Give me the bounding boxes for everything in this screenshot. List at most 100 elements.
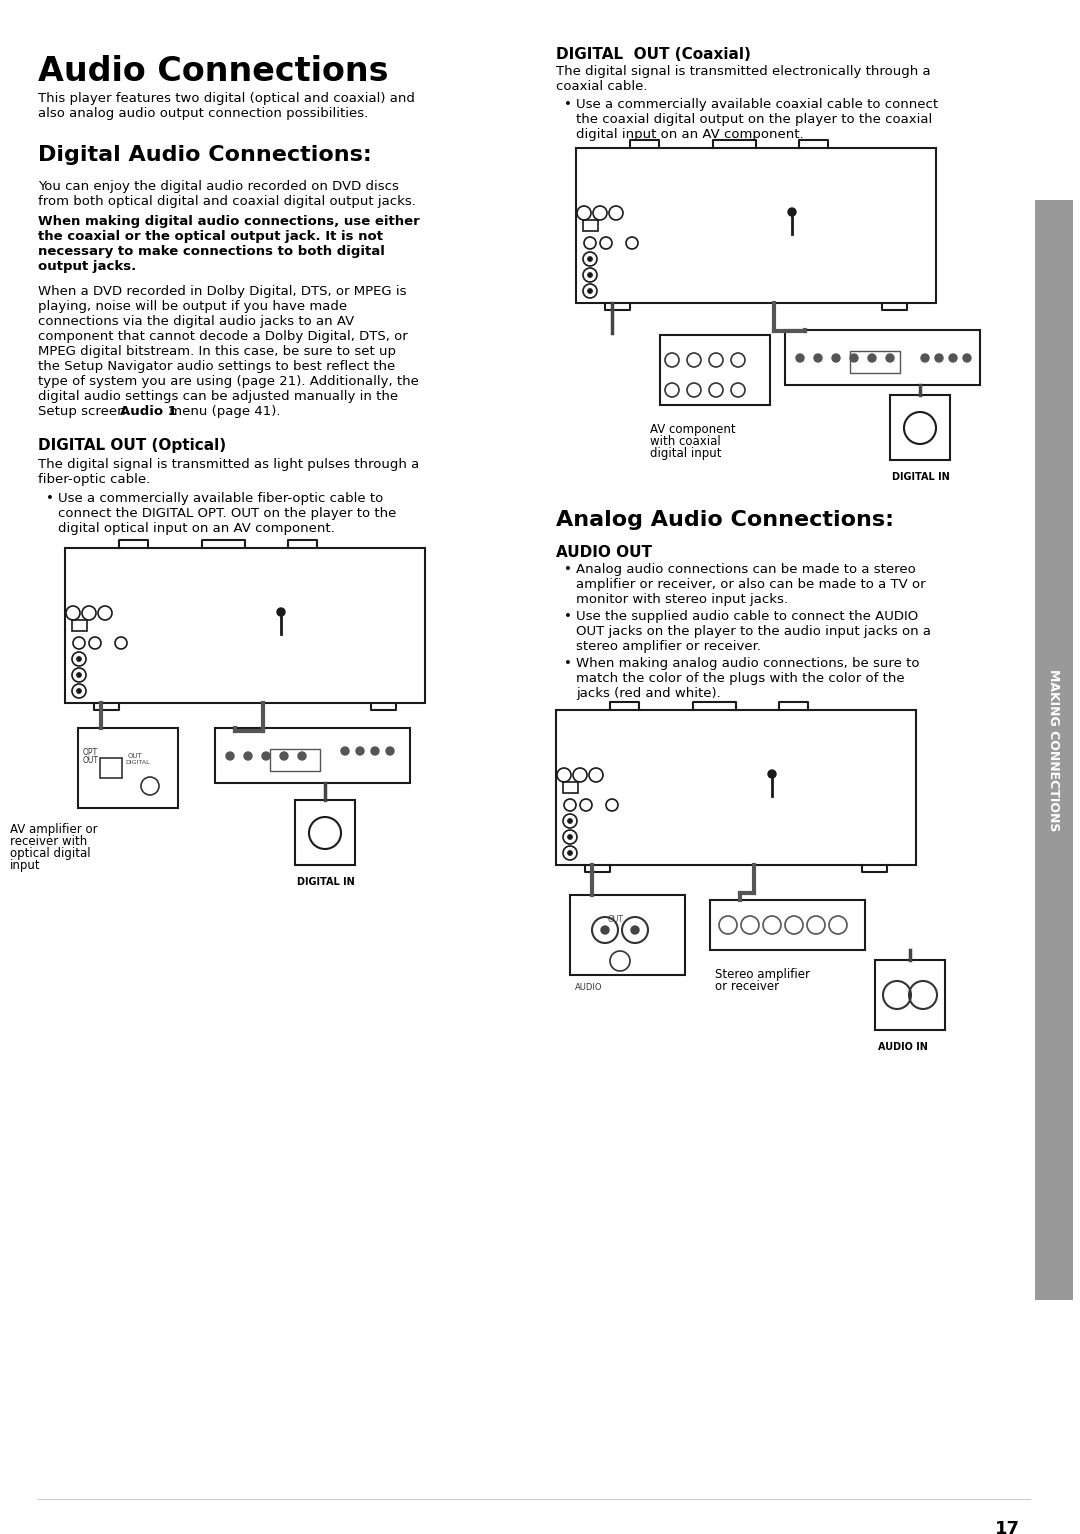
- Bar: [563, 782, 578, 793]
- Bar: [270, 749, 320, 772]
- Text: •: •: [46, 492, 54, 505]
- Text: Analog Audio Connections:: Analog Audio Connections:: [556, 509, 894, 531]
- Circle shape: [77, 657, 81, 661]
- Text: AUDIO IN: AUDIO IN: [878, 1042, 928, 1052]
- Text: Audio 1: Audio 1: [120, 405, 177, 417]
- Circle shape: [567, 834, 572, 839]
- Circle shape: [796, 354, 804, 362]
- Text: The digital signal is transmitted electronically through a: The digital signal is transmitted electr…: [556, 64, 931, 78]
- Text: You can enjoy the digital audio recorded on DVD discs: You can enjoy the digital audio recorded…: [38, 179, 399, 193]
- Text: the coaxial digital output on the player to the coaxial: the coaxial digital output on the player…: [576, 114, 932, 126]
- Text: stereo amplifier or receiver.: stereo amplifier or receiver.: [576, 640, 761, 653]
- Circle shape: [814, 354, 822, 362]
- Text: AUDIO OUT: AUDIO OUT: [556, 545, 652, 560]
- Bar: [295, 801, 355, 865]
- Text: digital input on an AV component.: digital input on an AV component.: [576, 127, 804, 141]
- Text: from both optical digital and coaxial digital output jacks.: from both optical digital and coaxial di…: [38, 195, 416, 209]
- Text: necessary to make connections to both digital: necessary to make connections to both di…: [38, 245, 384, 258]
- Circle shape: [832, 354, 840, 362]
- Bar: [850, 351, 900, 373]
- Text: •: •: [564, 611, 572, 623]
- Text: AV amplifier or: AV amplifier or: [10, 824, 97, 836]
- Text: Analog audio connections can be made to a stereo: Analog audio connections can be made to …: [576, 563, 916, 575]
- Text: MAKING CONNECTIONS: MAKING CONNECTIONS: [1048, 669, 1061, 831]
- Bar: [570, 894, 685, 976]
- Bar: [100, 758, 122, 778]
- Circle shape: [244, 752, 252, 759]
- Text: receiver with: receiver with: [10, 834, 87, 848]
- Circle shape: [631, 927, 639, 934]
- Circle shape: [262, 752, 270, 759]
- Text: output jacks.: output jacks.: [38, 259, 136, 273]
- Text: monitor with stereo input jacks.: monitor with stereo input jacks.: [576, 594, 788, 606]
- Bar: [576, 147, 936, 304]
- Text: jacks (red and white).: jacks (red and white).: [576, 687, 720, 700]
- Text: input: input: [10, 859, 41, 871]
- Text: DIGITAL  OUT (Coaxial): DIGITAL OUT (Coaxial): [556, 48, 751, 61]
- Text: OUT jacks on the player to the audio input jacks on a: OUT jacks on the player to the audio inp…: [576, 624, 931, 638]
- Text: OUT: OUT: [129, 753, 143, 759]
- Circle shape: [372, 747, 379, 755]
- Circle shape: [963, 354, 971, 362]
- Circle shape: [276, 607, 285, 617]
- Bar: [1035, 199, 1074, 1299]
- Text: digital audio settings can be adjusted manually in the: digital audio settings can be adjusted m…: [38, 390, 399, 403]
- Text: menu (page 41).: menu (page 41).: [165, 405, 281, 417]
- Text: match the color of the plugs with the color of the: match the color of the plugs with the co…: [576, 672, 905, 686]
- Text: amplifier or receiver, or also can be made to a TV or: amplifier or receiver, or also can be ma…: [576, 578, 926, 591]
- Bar: [890, 394, 950, 460]
- Circle shape: [226, 752, 234, 759]
- Text: The digital signal is transmitted as light pulses through a: The digital signal is transmitted as lig…: [38, 459, 419, 471]
- Circle shape: [935, 354, 943, 362]
- Circle shape: [588, 288, 593, 293]
- Circle shape: [588, 256, 593, 261]
- Text: Setup screen: Setup screen: [38, 405, 130, 417]
- Text: optical digital: optical digital: [10, 847, 91, 861]
- Text: OPT: OPT: [83, 749, 98, 756]
- Text: Use a commercially available fiber-optic cable to: Use a commercially available fiber-optic…: [58, 492, 383, 505]
- Circle shape: [298, 752, 306, 759]
- Text: DIGITAL OUT (Optical): DIGITAL OUT (Optical): [38, 439, 226, 453]
- Text: When a DVD recorded in Dolby Digital, DTS, or MPEG is: When a DVD recorded in Dolby Digital, DT…: [38, 285, 406, 298]
- Text: Stereo amplifier: Stereo amplifier: [715, 968, 810, 982]
- Circle shape: [341, 747, 349, 755]
- Circle shape: [921, 354, 929, 362]
- Text: •: •: [564, 563, 572, 575]
- Text: digital optical input on an AV component.: digital optical input on an AV component…: [58, 522, 335, 535]
- Bar: [660, 334, 770, 405]
- Text: When making analog audio connections, be sure to: When making analog audio connections, be…: [576, 657, 919, 670]
- Text: Use the supplied audio cable to connect the AUDIO: Use the supplied audio cable to connect …: [576, 611, 918, 623]
- Text: with coaxial: with coaxial: [650, 436, 720, 448]
- Circle shape: [868, 354, 876, 362]
- Bar: [875, 960, 945, 1029]
- Circle shape: [600, 927, 609, 934]
- Text: MPEG digital bitstream. In this case, be sure to set up: MPEG digital bitstream. In this case, be…: [38, 345, 396, 357]
- Bar: [215, 729, 410, 782]
- Circle shape: [768, 770, 777, 778]
- Bar: [72, 620, 87, 630]
- Text: the Setup Navigator audio settings to best reflect the: the Setup Navigator audio settings to be…: [38, 360, 395, 373]
- Text: connect the DIGITAL OPT. OUT on the player to the: connect the DIGITAL OPT. OUT on the play…: [58, 508, 396, 520]
- Circle shape: [886, 354, 894, 362]
- Text: DIGITAL IN: DIGITAL IN: [892, 472, 949, 482]
- Text: •: •: [564, 98, 572, 110]
- Text: Use a commercially available coaxial cable to connect: Use a commercially available coaxial cab…: [576, 98, 939, 110]
- Text: OUT: OUT: [83, 756, 99, 765]
- Text: When making digital audio connections, use either: When making digital audio connections, u…: [38, 215, 420, 229]
- Text: or receiver: or receiver: [715, 980, 779, 992]
- Text: DIGITAL IN: DIGITAL IN: [297, 877, 354, 887]
- Circle shape: [280, 752, 288, 759]
- Circle shape: [386, 747, 394, 755]
- Text: the coaxial or the optical output jack. It is not: the coaxial or the optical output jack. …: [38, 230, 383, 242]
- Circle shape: [588, 273, 593, 278]
- Text: connections via the digital audio jacks to an AV: connections via the digital audio jacks …: [38, 314, 354, 328]
- Text: coaxial cable.: coaxial cable.: [556, 80, 648, 94]
- Text: •: •: [564, 657, 572, 670]
- Bar: [78, 729, 178, 808]
- Bar: [556, 710, 916, 865]
- Text: also analog audio output connection possibilities.: also analog audio output connection poss…: [38, 107, 368, 120]
- Circle shape: [356, 747, 364, 755]
- Text: component that cannot decode a Dolby Digital, DTS, or: component that cannot decode a Dolby Dig…: [38, 330, 408, 344]
- Circle shape: [77, 672, 81, 678]
- Text: playing, noise will be output if you have made: playing, noise will be output if you hav…: [38, 301, 347, 313]
